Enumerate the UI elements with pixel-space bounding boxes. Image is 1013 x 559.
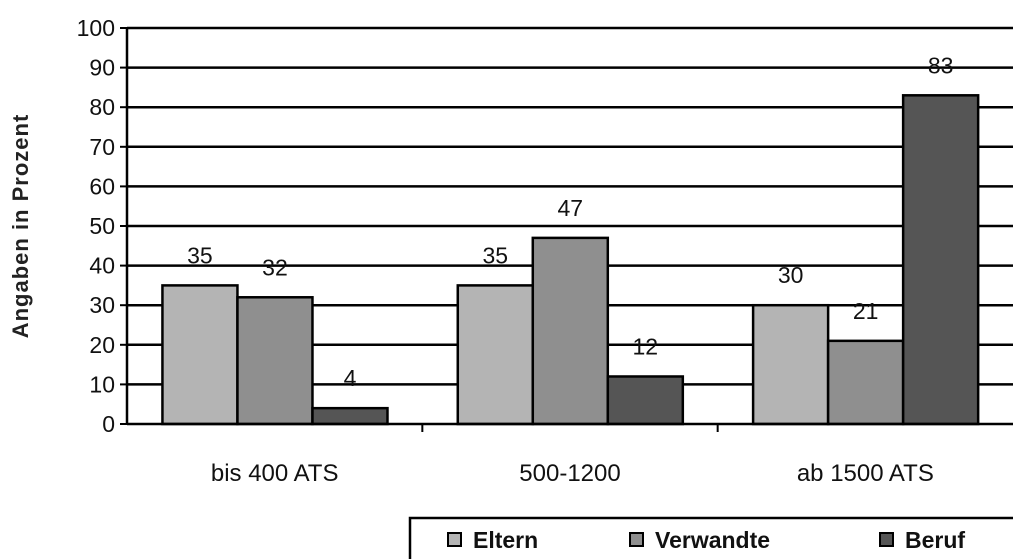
x-axis-categories: bis 400 ATS 500-1200 ab 1500 ATS — [211, 424, 934, 487]
data-label: 21 — [853, 298, 879, 324]
y-tick-label: 10 — [89, 371, 115, 397]
legend-label: Verwandte — [655, 527, 770, 553]
y-tick-label: 80 — [89, 94, 115, 120]
y-tick-label: 40 — [89, 253, 115, 279]
bars — [161, 94, 980, 426]
legend-label: Beruf — [905, 527, 965, 553]
y-tick-label: 0 — [102, 411, 115, 437]
x-category-label: bis 400 ATS — [211, 460, 339, 487]
data-label: 35 — [187, 242, 213, 268]
data-label: 47 — [557, 195, 583, 221]
x-category-label: ab 1500 ATS — [797, 460, 934, 487]
data-label: 4 — [344, 365, 357, 391]
x-category-label: 500-1200 — [519, 460, 620, 487]
y-tick-label: 50 — [89, 213, 115, 239]
bar-verwandte — [531, 236, 610, 426]
bar-eltern — [456, 284, 535, 426]
y-axis-label: Angaben in Prozent — [8, 114, 33, 339]
y-tick-label: 90 — [89, 55, 115, 81]
data-label: 35 — [482, 242, 508, 268]
data-label: 83 — [928, 52, 954, 78]
y-tick-label: 20 — [89, 332, 115, 358]
bar-verwandte — [826, 339, 905, 426]
bar-eltern — [751, 303, 830, 426]
bar-beruf — [606, 375, 685, 426]
y-tick-label: 70 — [89, 134, 115, 160]
legend-swatch-verwandte — [629, 532, 644, 547]
data-label: 12 — [633, 333, 659, 359]
bar-verwandte — [236, 296, 314, 426]
y-tick-label: 100 — [77, 15, 115, 41]
legend-label: Eltern — [473, 527, 538, 553]
legend-box — [408, 516, 1013, 559]
legend-swatch-beruf — [879, 532, 894, 547]
bar-eltern — [161, 284, 239, 426]
bar-beruf — [311, 406, 389, 426]
data-label: 30 — [778, 262, 804, 288]
y-axis-ticks: 0 10 20 30 40 50 60 70 80 90 100 — [77, 15, 127, 437]
y-tick-label: 30 — [89, 292, 115, 318]
data-labels: 35 32 4 35 47 12 30 21 83 — [187, 52, 953, 391]
legend-swatch-eltern — [447, 532, 462, 547]
legend: Eltern Verwandte Beruf — [408, 516, 1013, 559]
y-tick-label: 60 — [89, 173, 115, 199]
data-label: 32 — [262, 254, 288, 280]
bar-beruf — [901, 94, 980, 426]
